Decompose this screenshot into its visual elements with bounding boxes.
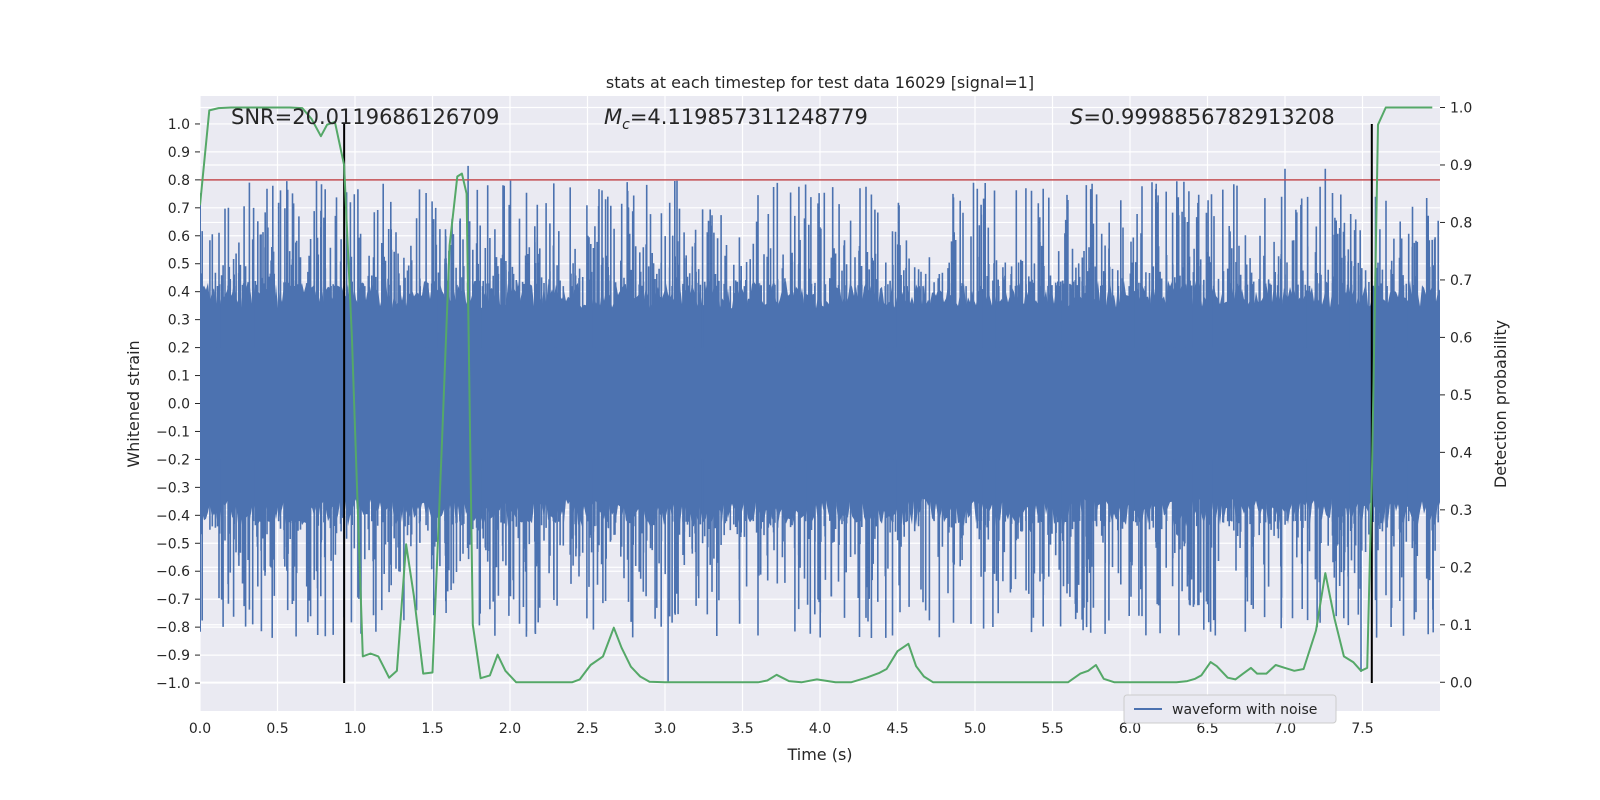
x-tick-label: 4.0 — [809, 721, 831, 737]
y-right-tick-label: 0.2 — [1450, 560, 1472, 576]
y-right-tick-label: 0.9 — [1450, 158, 1472, 174]
x-tick-label: 1.5 — [421, 721, 443, 737]
y-left-tick-label: 1.0 — [168, 117, 190, 133]
y-left-tick-label: −0.1 — [156, 424, 190, 440]
y-left-tick-label: 0.1 — [168, 369, 190, 385]
legend-label: waveform with noise — [1172, 702, 1317, 718]
y-right-tick-label: 0.0 — [1450, 675, 1472, 691]
x-tick-label: 2.5 — [576, 721, 598, 737]
x-tick-label: 6.5 — [1196, 721, 1218, 737]
y-left-tick-label: −1.0 — [156, 676, 190, 692]
strain-spike-lines — [200, 165, 1439, 683]
strain-spikes — [200, 165, 1439, 683]
y-left-tick-label: 0.3 — [168, 313, 190, 329]
x-tick-label: 7.0 — [1274, 721, 1296, 737]
x-tick-label: 0.5 — [266, 721, 288, 737]
y-left-tick-label: −0.8 — [156, 620, 190, 636]
y-left-tick-label: 0.9 — [168, 145, 190, 161]
y-left-tick-label: −0.9 — [156, 648, 190, 664]
legend-box — [1123, 694, 1337, 724]
y-left-tick-label: −0.2 — [156, 452, 190, 468]
y-axis-label-right: Detection probability — [1491, 320, 1510, 488]
snr-annotation: SNR=20.0119686126709 — [231, 105, 499, 129]
y-right-tick-label: 1.0 — [1450, 100, 1472, 116]
y-left-tick-label: −0.5 — [156, 536, 190, 552]
y-right-tick-label: 0.7 — [1450, 273, 1472, 289]
y-right-tick-label: 0.6 — [1450, 330, 1472, 346]
y-left-tick-label: 0.7 — [168, 201, 190, 217]
y-left-tick-label: 0.2 — [168, 341, 190, 357]
y-right-tick-label: 0.8 — [1450, 215, 1472, 231]
x-tick-label: 5.5 — [1041, 721, 1063, 737]
y-right-tick-label: 0.4 — [1450, 445, 1472, 461]
y-right-tick-label: 0.5 — [1450, 388, 1472, 404]
significance-annotation: S=0.9998856782913208 — [1070, 105, 1335, 129]
x-tick-label: 2.0 — [499, 721, 521, 737]
y-left-tick-label: −0.3 — [156, 480, 190, 496]
x-tick-label: 4.5 — [886, 721, 908, 737]
y-left-tick-label: −0.6 — [156, 564, 190, 580]
y-left-tick-label: 0.0 — [168, 397, 190, 413]
x-tick-label: 7.5 — [1351, 721, 1373, 737]
chart-title: stats at each timestep for test data 160… — [606, 73, 1034, 92]
y-left-tick-label: −0.7 — [156, 592, 190, 608]
x-tick-label: 6.0 — [1119, 721, 1141, 737]
x-tick-label: 1.0 — [344, 721, 366, 737]
y-left-tick-label: −0.4 — [156, 508, 190, 524]
y-left-tick-label: 0.4 — [168, 285, 190, 301]
x-tick-label: 3.0 — [654, 721, 676, 737]
detection-probability-line — [200, 106, 1433, 684]
y-left-tick-label: 0.5 — [168, 257, 190, 273]
y-axis-label-left: Whitened strain — [124, 340, 143, 467]
x-axis-label: Time (s) — [786, 745, 852, 764]
x-tick-label: 5.0 — [964, 721, 986, 737]
chirp-mass-annotation: Mc=4.119857311248779 — [604, 105, 868, 133]
y-left-tick-label: 0.8 — [168, 173, 190, 189]
legend: waveform with noise — [1123, 694, 1337, 724]
y-left-tick-label: 0.6 — [168, 229, 190, 245]
y-right-tick-label: 0.1 — [1450, 618, 1472, 634]
x-tick-label: 0.0 — [189, 721, 211, 737]
y-right-tick-label: 0.3 — [1450, 503, 1472, 519]
x-tick-label: 3.5 — [731, 721, 753, 737]
